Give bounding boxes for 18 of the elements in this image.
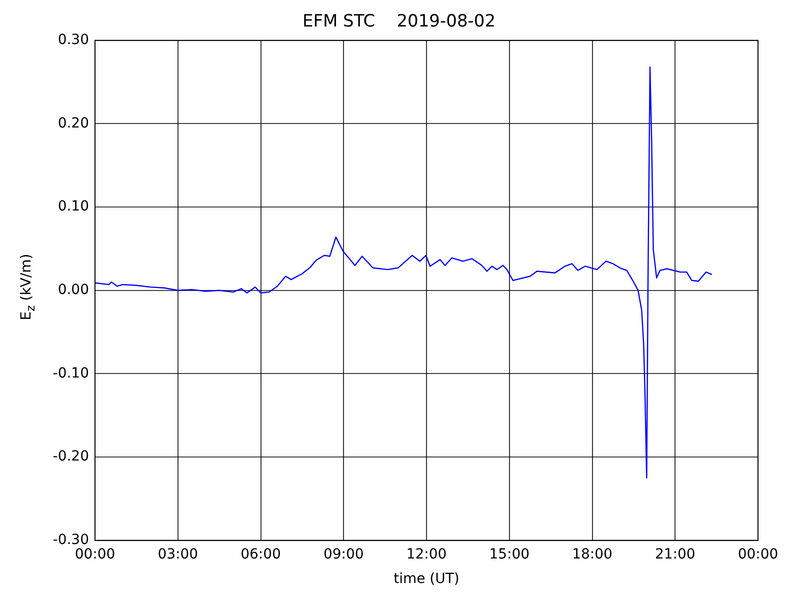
x-tick-label: 18:00 — [572, 546, 612, 562]
x-tick-label: 09:00 — [323, 546, 364, 562]
x-tick-label: 00:00 — [74, 546, 116, 562]
x-tick-label: 15:00 — [489, 546, 530, 562]
y-tick-label: 0.30 — [58, 32, 89, 48]
x-tick-label: 12:00 — [406, 546, 447, 562]
y-tick-label: 0.00 — [58, 282, 89, 298]
y-tick-label: 0.20 — [58, 115, 89, 132]
y-tick-label: -0.20 — [52, 448, 89, 465]
x-tick-label: 06:00 — [240, 546, 281, 562]
chart-title: EFM STC 2019-08-02 — [302, 12, 496, 32]
y-tick-label: 0.10 — [58, 198, 89, 215]
x-tick-label: 03:00 — [158, 546, 198, 562]
y-tick-label: -0.10 — [52, 365, 89, 382]
x-tick-label: 00:00 — [738, 546, 778, 562]
y-tick-label: -0.30 — [52, 532, 89, 548]
x-axis-title: time (UT) — [394, 571, 460, 588]
x-tick-label: 21:00 — [654, 546, 696, 562]
